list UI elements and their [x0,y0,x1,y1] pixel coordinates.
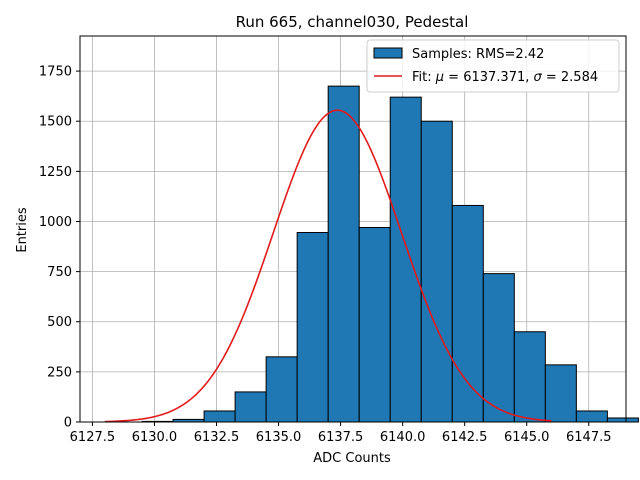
gaussian-fit [104,109,552,423]
x-tick-label: 6140.0 [380,430,426,445]
y-tick-label: 1000 [39,215,72,230]
x-tick-label: 6137.5 [318,430,364,445]
legend-label-fit: Fit: μ = 6137.371, σ = 2.584 [412,70,598,85]
x-axis-title: ADC Counts [313,451,391,466]
histogram-bar-6 [327,85,360,423]
histogram-bar-13 [544,364,577,423]
x-tick-label: 6145.0 [504,430,550,445]
histogram-bar-9 [420,120,453,423]
histogram-bar-10 [451,204,484,423]
x-tick-label: 6142.5 [442,430,488,445]
y-tick-label: 0 [64,416,72,431]
y-tick-label: 750 [47,265,72,280]
y-axis-title: Entries [15,207,30,253]
y-axis-ticks: 0 250 500 750 1000 1250 1500 1750 [39,65,80,431]
histogram-bar-11 [482,273,515,423]
x-tick-label: 6132.5 [194,430,240,445]
histogram-bar-8 [389,96,422,423]
x-tick-label: 6130.0 [132,430,178,445]
legend-bar-swatch [373,47,403,59]
y-tick-label: 500 [47,315,72,330]
histogram-bar-5 [296,232,329,423]
histogram-bar-15 [606,417,639,423]
fit-curve [104,109,552,423]
legend: Samples: RMS=2.42 Fit: μ = 6137.371, σ =… [366,39,620,93]
x-tick-label: 6135.0 [256,430,302,445]
x-axis-ticks: 6127.5 6130.0 6132.5 6135.0 6137.5 6140.0 6142… [70,422,612,445]
x-tick-label: 6127.5 [70,430,116,445]
chart-title: Run 665, channel030, Pedestal [236,13,469,31]
histogram-bar-3 [234,391,267,423]
histogram-bar-12 [513,331,546,423]
x-tick-label: 6147.5 [566,430,612,445]
y-tick-label: 1250 [39,165,72,180]
plot-frame [79,35,627,423]
y-tick-label: 1500 [39,115,72,130]
histogram-bars [141,85,639,423]
legend-label-samples: Samples: RMS=2.42 [412,47,544,62]
y-tick-label: 250 [47,365,72,380]
histogram-bar-14 [575,410,608,423]
histogram-bar-7 [358,226,391,423]
histogram-bar-2 [203,410,236,423]
legend-box [366,39,620,93]
y-tick-label: 1750 [39,65,72,80]
histogram-bar-4 [265,356,298,423]
